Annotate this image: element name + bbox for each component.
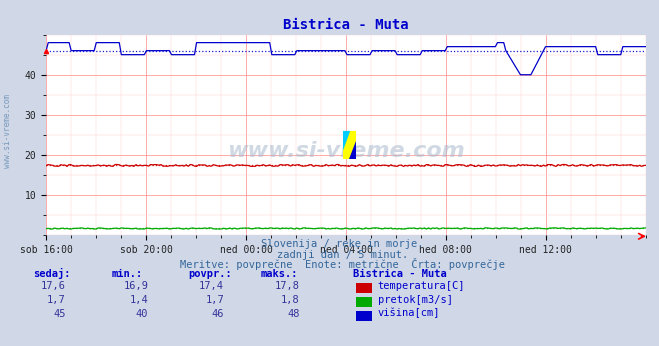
Text: 17,8: 17,8 xyxy=(275,281,300,291)
Text: min.:: min.: xyxy=(112,270,143,280)
Text: 1,7: 1,7 xyxy=(47,295,66,305)
Text: 46: 46 xyxy=(212,309,224,319)
Title: Bistrica - Muta: Bistrica - Muta xyxy=(283,18,409,32)
Text: 17,6: 17,6 xyxy=(41,281,66,291)
Text: 1,4: 1,4 xyxy=(130,295,148,305)
Text: 1,8: 1,8 xyxy=(281,295,300,305)
Text: 40: 40 xyxy=(136,309,148,319)
Text: višina[cm]: višina[cm] xyxy=(378,308,440,319)
Text: 48: 48 xyxy=(287,309,300,319)
Text: zadnji dan / 5 minut.: zadnji dan / 5 minut. xyxy=(277,250,409,260)
Text: www.si-vreme.com: www.si-vreme.com xyxy=(227,141,465,161)
Text: pretok[m3/s]: pretok[m3/s] xyxy=(378,295,453,305)
Text: 45: 45 xyxy=(53,309,66,319)
Polygon shape xyxy=(343,131,350,151)
Text: Meritve: povprečne  Enote: metrične  Črta: povprečje: Meritve: povprečne Enote: metrične Črta:… xyxy=(180,258,505,270)
Text: Bistrica - Muta: Bistrica - Muta xyxy=(353,270,446,280)
Text: temperatura[C]: temperatura[C] xyxy=(378,281,465,291)
Text: sedaj:: sedaj: xyxy=(33,268,71,280)
Text: 17,4: 17,4 xyxy=(199,281,224,291)
Text: maks.:: maks.: xyxy=(260,270,298,280)
Text: Slovenija / reke in morje.: Slovenija / reke in morje. xyxy=(262,239,424,249)
Text: 1,7: 1,7 xyxy=(206,295,224,305)
Text: povpr.:: povpr.: xyxy=(188,270,231,280)
Text: www.si-vreme.com: www.si-vreme.com xyxy=(3,94,13,169)
Text: 16,9: 16,9 xyxy=(123,281,148,291)
Polygon shape xyxy=(349,141,356,159)
Bar xyxy=(343,131,356,159)
